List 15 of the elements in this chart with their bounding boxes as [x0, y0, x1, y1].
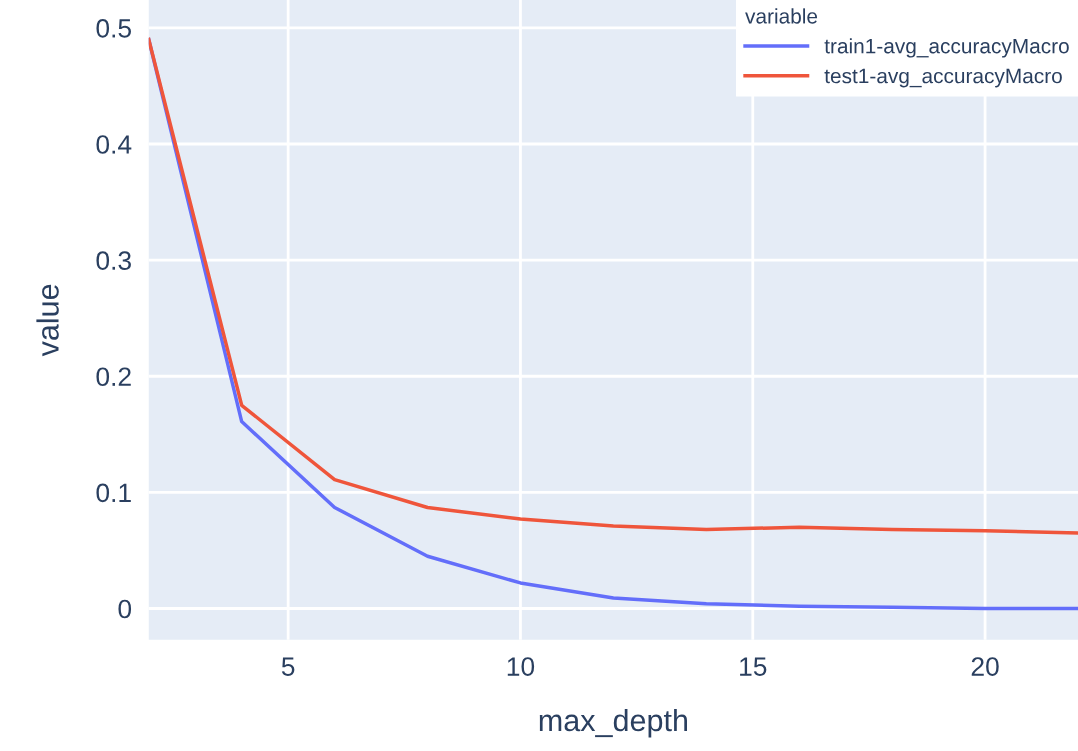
x-tick-label: 10: [507, 657, 535, 676]
x-tick-label: 5: [281, 657, 295, 676]
legend-label: test1-avg_accuracyMacro: [824, 68, 1062, 88]
legend-label: train1-avg_accuracyMacro: [824, 38, 1069, 58]
x-tick-label: 20: [971, 657, 999, 676]
x-axis-title: max_depth: [539, 708, 687, 738]
y-tick-label: 0.2: [96, 367, 131, 387]
y-tick-label: 0.3: [96, 251, 131, 270]
x-tick-label: 15: [740, 657, 767, 676]
y-tick-label: 0: [118, 599, 132, 619]
legend-title: variable: [745, 8, 818, 24]
y-tick-label: 0.4: [96, 135, 132, 154]
y-axis-title: value: [36, 284, 59, 357]
y-tick-label: 0.5: [96, 19, 131, 38]
y-tick-label: 0.1: [96, 483, 131, 503]
